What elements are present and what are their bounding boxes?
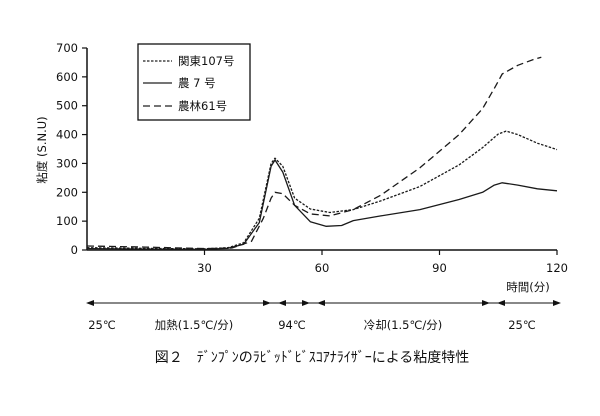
timeline-arrow	[482, 300, 490, 306]
y-tick-label: 0	[71, 243, 78, 257]
timeline-label-end: 25℃	[508, 318, 536, 332]
series-line-2	[86, 56, 542, 250]
legend-label-2: 農林61号	[178, 99, 227, 113]
x-tick-label: 30	[197, 261, 212, 275]
y-tick-label: 300	[56, 156, 78, 170]
x-tick-label: 120	[546, 261, 568, 275]
y-tick-label: 600	[56, 70, 78, 84]
y-axis-label: 粘度 (S.N.U)	[35, 116, 49, 183]
y-tick-label: 400	[56, 128, 78, 142]
timeline-label-cooling: 冷却(1.5℃/分)	[364, 318, 443, 332]
x-axis-label: 時間(分)	[506, 280, 549, 294]
timeline-arrow	[317, 300, 325, 306]
timeline-label-heating: 加熱(1.5℃/分)	[155, 318, 234, 332]
x-ticks: 30 60 90 120	[197, 250, 568, 275]
timeline-arrow	[497, 300, 505, 306]
timeline-arrow-right	[553, 300, 561, 306]
timeline-arrow-left	[86, 300, 94, 306]
timeline-arrow	[278, 300, 286, 306]
series-line-1	[86, 159, 558, 251]
timeline: 25℃ 加熱(1.5℃/分) 94℃ 冷却(1.5℃/分) 25℃	[86, 300, 561, 332]
x-tick-label: 90	[432, 261, 447, 275]
y-tick-label: 500	[56, 99, 78, 113]
y-tick-label: 700	[56, 41, 78, 55]
y-ticks: 0 100 200 300 400 500 600 700	[56, 41, 87, 257]
timeline-arrow	[263, 300, 271, 306]
legend-box	[137, 43, 251, 121]
timeline-arrow	[302, 300, 310, 306]
x-tick-label: 60	[315, 261, 330, 275]
legend-label-1: 農 7 号	[178, 76, 216, 90]
legend-label-0: 関東107号	[178, 54, 234, 68]
timeline-label-94: 94℃	[278, 318, 306, 332]
timeline-label-start: 25℃	[88, 318, 116, 332]
y-tick-label: 200	[56, 185, 78, 199]
figure-caption: 図２ ﾃﾞﾝﾌﾟﾝのﾗﾋﾞｯﾄﾞﾋﾞｽｺｱﾅﾗｲｻﾞｰによる粘度特性	[155, 350, 470, 366]
series-lines	[86, 56, 558, 251]
legend: 関東107号 農 7 号 農林61号	[137, 43, 251, 121]
series-line-0	[86, 130, 558, 250]
y-tick-label: 100	[56, 214, 78, 228]
